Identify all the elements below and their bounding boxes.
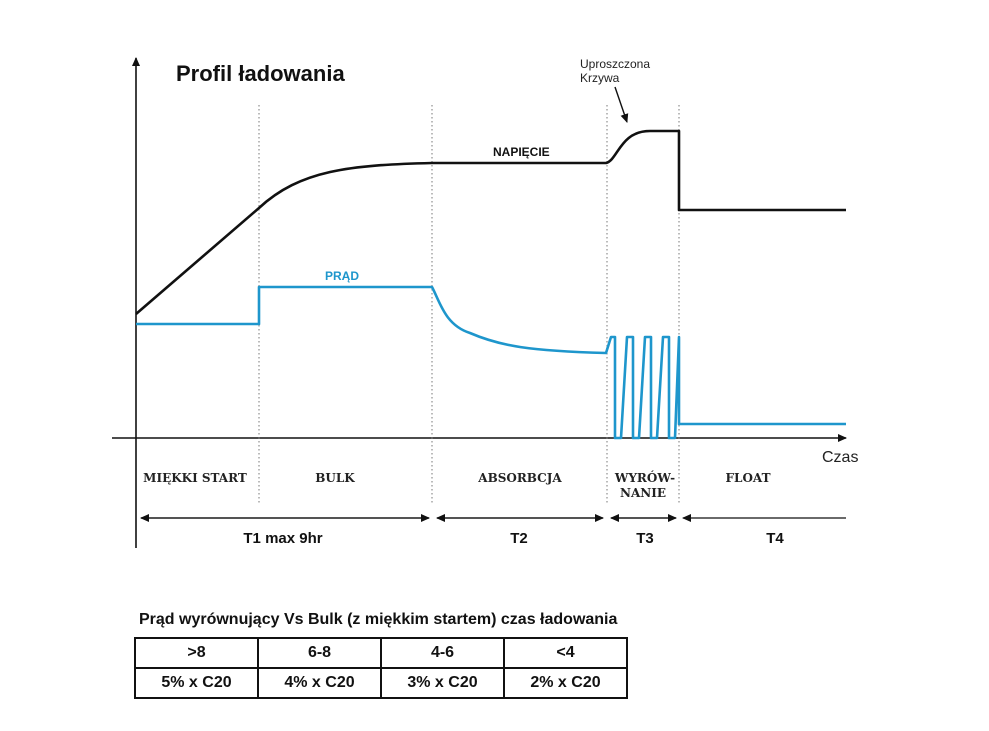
phase-label-bulk: BULK bbox=[315, 471, 355, 485]
voltage-curve bbox=[135, 129, 846, 315]
table-header-cell: 4-6 bbox=[380, 637, 505, 669]
table-header-cell: >8 bbox=[134, 637, 259, 669]
annotation-arrow bbox=[614, 86, 629, 123]
phase-label-float: FLOAT bbox=[726, 471, 771, 485]
table-cell: 4% x C20 bbox=[257, 667, 382, 699]
page-title: Profil ładowania bbox=[176, 61, 345, 86]
table-cell: 2% x C20 bbox=[503, 667, 628, 699]
table-cell: 5% x C20 bbox=[134, 667, 259, 699]
phase-label-soft-start: MIĘKKI START bbox=[143, 471, 247, 485]
table-title: Prąd wyrównujący Vs Bulk (z miękkim star… bbox=[139, 611, 618, 628]
current-label: PRĄD bbox=[325, 269, 359, 283]
period-label-t4: T4 bbox=[766, 530, 784, 547]
table-cell: 3% x C20 bbox=[380, 667, 505, 699]
table-row: 5% x C20 4% x C20 3% x C20 2% x C20 bbox=[134, 667, 628, 699]
phase-label-equalize-1: WYRÓW- bbox=[614, 469, 675, 485]
period-label-t2: T2 bbox=[510, 530, 528, 547]
phase-label-equalize-2: NANIE bbox=[620, 486, 666, 500]
annotation-text-1: Uproszczona bbox=[580, 57, 650, 71]
annotation-text-2: Krzywa bbox=[580, 71, 620, 85]
table-header-cell: <4 bbox=[503, 637, 628, 669]
period-label-t1: T1 max 9hr bbox=[243, 530, 322, 547]
table-header-row: >8 6-8 4-6 <4 bbox=[134, 637, 628, 669]
equalize-current-table: >8 6-8 4-6 <4 5% x C20 4% x C20 3% x C20… bbox=[134, 637, 628, 699]
phase-label-absorption: ABSORBCJA bbox=[477, 471, 562, 485]
current-curve bbox=[136, 285, 846, 440]
voltage-label: NAPIĘCIE bbox=[493, 145, 550, 159]
table-header-cell: 6-8 bbox=[257, 637, 382, 669]
phase-dividers bbox=[258, 105, 680, 505]
charging-profile-diagram: Profil ładowania Uproszczona Krzywa NAPI… bbox=[112, 57, 858, 548]
period-label-t3: T3 bbox=[636, 530, 654, 547]
x-axis-label: Czas bbox=[822, 449, 858, 466]
